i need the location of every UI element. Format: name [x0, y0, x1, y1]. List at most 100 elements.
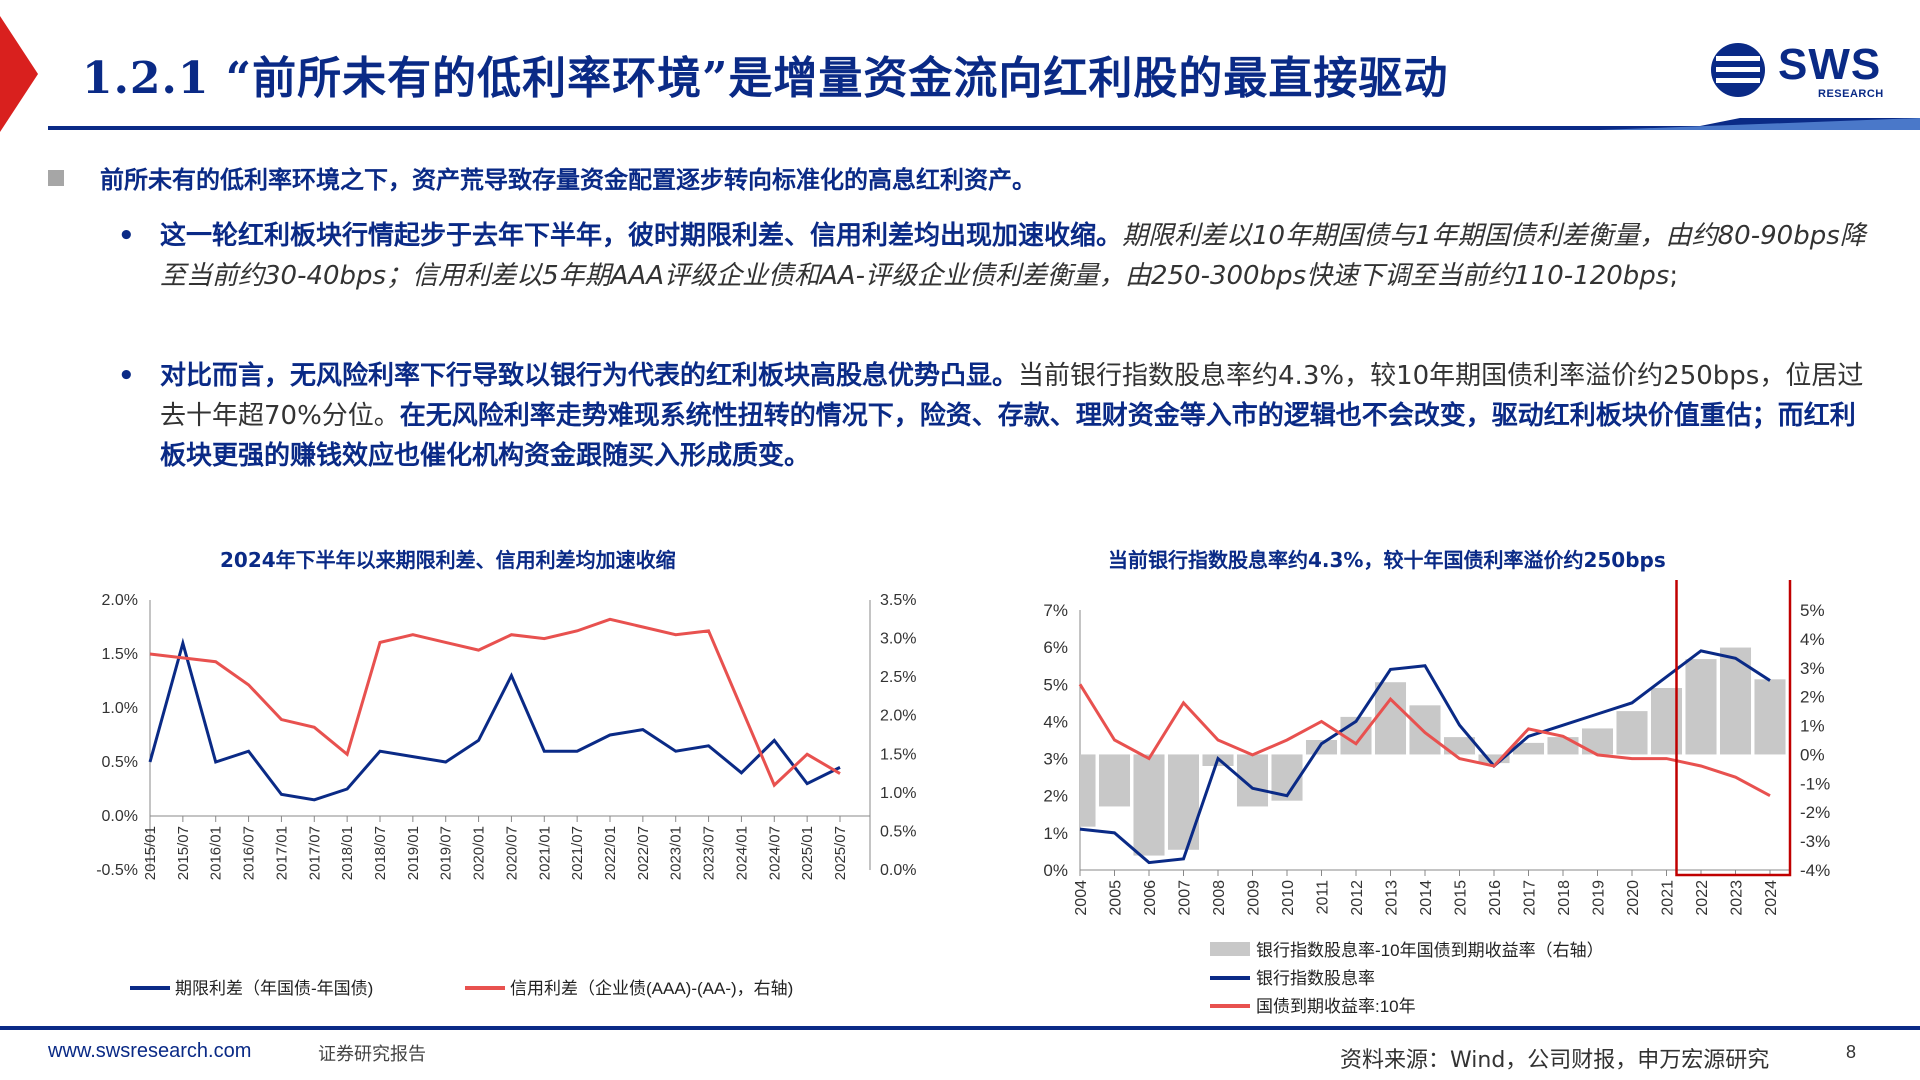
y-left-tick-label: 0% [1043, 861, 1068, 880]
x-tick-label: 2005 [1108, 880, 1125, 916]
chart1: 2.0% 1.5% 1.0% 0.5% 0.0% -0.5% 3.5% 3.0% 2.5% 2.0… [96, 592, 916, 998]
main-bullet-text: 前所未有的低利率环境之下，资产荒导致存量资金配置逐步转向标准化的高息红利资产。 [100, 166, 1036, 194]
x-tick-label: 2022/01 [602, 826, 619, 880]
page-title: 1.2.1 “前所未有的低利率环境”是增量资金流向红利股的最直接驱动 [82, 53, 1449, 104]
x-tick-label: 2010 [1280, 880, 1297, 916]
y-right-tick-label: 3% [1800, 659, 1825, 678]
footer-report-label: 证券研究报告 [318, 1044, 426, 1065]
sws-logo-icon [1711, 43, 1765, 97]
x-tick-label: 2018 [1556, 880, 1573, 916]
area-bar [1685, 659, 1717, 755]
x-tick-label: 2008 [1211, 880, 1228, 916]
x-tick-label: 2017/07 [306, 826, 323, 880]
x-tick-label: 2021/01 [536, 826, 553, 880]
x-tick-label: 2024/07 [766, 826, 783, 880]
area-bar [1305, 740, 1338, 755]
y-left-tick-label: 1.0% [102, 700, 138, 717]
y-left-tick-label: 1% [1043, 824, 1068, 843]
chart1-title: 2024年下半年以来期限利差、信用利差均加速收缩 [220, 548, 676, 572]
y-right-tick-label: -4% [1800, 861, 1830, 880]
area-bar [1547, 737, 1579, 755]
square-bullet-icon [48, 170, 64, 186]
footer-source: 资料来源：Wind，公司财报，申万宏源研究 [1340, 1048, 1770, 1073]
x-tick-label: 2018/07 [372, 826, 389, 880]
x-tick-label: 2023/01 [668, 826, 685, 880]
logo-text: SWS [1778, 40, 1882, 89]
area-bar [1167, 754, 1200, 850]
y-right-tick-label: 2% [1800, 688, 1825, 707]
y-right-tick-label: -1% [1800, 774, 1830, 793]
sub2-bold2: 在无风险利率走势难现系统性扭转的情况下，险资、存款、理财资金等入市的逻辑也不会改… [160, 401, 1856, 471]
sub-bullet-2: • 对比而言，无风险利率下行导致以银行为代表的红利板块高股息优势凸显。当前银行指… [118, 356, 1880, 476]
x-tick-label: 2020/01 [471, 826, 488, 880]
y-right-tick-label: 0% [1800, 745, 1825, 764]
y-left-tick-label: 0.5% [102, 754, 138, 771]
y-right-tick-label: 0.0% [880, 862, 916, 879]
x-tick-label: 2016 [1487, 880, 1504, 916]
y-left-tick-label: -0.5% [96, 862, 138, 879]
y-left-tick-label: 7% [1043, 601, 1068, 620]
sub2-bold1: 对比而言，无风险利率下行导致以银行为代表的红利板块高股息优势凸显。 [160, 361, 1019, 391]
legend-label-red: 国债到期收益率:10年 [1256, 997, 1416, 1016]
legend-label-1: 期限利差（年国债-年国债) [175, 979, 373, 998]
x-tick-label: 2012 [1349, 880, 1366, 916]
x-tick-label: 2022/07 [635, 826, 652, 880]
series-line-2 [149, 617, 841, 788]
legend-label-2: 信用利差（企业债(AAA)-(AA-)，右轴) [510, 979, 793, 998]
x-tick-label: 2019/01 [405, 826, 422, 880]
legend-label-area: 银行指数股息率-10年国债到期收益率（右轴） [1256, 941, 1604, 960]
chart2-title: 当前银行指数股息率约4.3%，较十年国债利率溢价约250bps [1108, 548, 1666, 572]
x-tick-label: 2015/01 [142, 826, 159, 880]
dot-bullet-icon: • [118, 361, 135, 391]
sub1-italic: 期限利差以10年期国债与1年期国债利差衡量，由约80-90bps降至当前约30-… [160, 221, 1866, 291]
x-tick-label: 2014 [1418, 880, 1435, 916]
dot-bullet-icon: • [118, 221, 135, 251]
sub-bullet-1: • 这一轮红利板块行情起步于去年下半年，彼时期限利差、信用利差均出现加速收缩。期… [118, 216, 1880, 296]
footer-url-link[interactable]: www.swsresearch.com [48, 1040, 252, 1062]
y-right-tick-label: -3% [1800, 832, 1830, 851]
y-left-tick-label: 3% [1043, 750, 1068, 769]
y-left-tick-label: 6% [1043, 638, 1068, 657]
sub1-bold: 这一轮红利板块行情起步于去年下半年，彼时期限利差、信用利差均出现加速收缩。 [160, 221, 1123, 251]
area-bar [1098, 754, 1131, 807]
header-decoration [0, 0, 1920, 140]
x-tick-label: 2020/07 [503, 826, 520, 880]
y-right-tick-label: 1% [1800, 717, 1825, 736]
x-tick-label: 2025/07 [832, 826, 849, 880]
x-tick-label: 2022 [1694, 880, 1711, 916]
y-right-tick-label: 0.5% [880, 823, 916, 840]
x-tick-label: 2019/07 [438, 826, 455, 880]
header: 1.2.1 “前所未有的低利率环境”是增量资金流向红利股的最直接驱动 SWS R… [0, 0, 1920, 140]
y-left-tick-label: 1.5% [102, 646, 138, 663]
y-right-tick-label: 2.5% [880, 669, 916, 686]
area-bar [1478, 754, 1510, 764]
x-tick-label: 2024/01 [733, 826, 750, 880]
x-tick-label: 2024 [1763, 880, 1780, 916]
x-tick-label: 2013 [1384, 880, 1401, 916]
x-tick-label: 2021 [1660, 880, 1677, 916]
area-bar [1512, 742, 1545, 755]
x-tick-label: 2025/01 [799, 826, 816, 880]
series-line-1 [1079, 649, 1771, 865]
x-tick-label: 2018/01 [339, 826, 356, 880]
legend-swatch-area [1210, 942, 1250, 956]
series-line-1 [148, 637, 841, 802]
x-tick-label: 2019 [1591, 880, 1608, 916]
y-right-tick-label: 4% [1800, 630, 1825, 649]
x-tick-label: 2007 [1177, 880, 1194, 916]
y-left-tick-label: 0.0% [102, 808, 138, 825]
logo-subtext: RESEARCH [1818, 88, 1884, 100]
x-tick-label: 2016/01 [208, 826, 225, 880]
area-bar [1409, 705, 1441, 755]
area-bar [1754, 679, 1786, 755]
x-tick-label: 2023/07 [701, 826, 718, 880]
x-tick-label: 2004 [1073, 880, 1090, 916]
x-tick-label: 2017/01 [273, 826, 290, 880]
y-right-tick-label: 2.0% [880, 708, 916, 725]
y-right-tick-label: -2% [1800, 803, 1830, 822]
x-tick-label: 2015 [1453, 880, 1470, 916]
area-bar [1133, 754, 1165, 856]
sub1-end: ; [1669, 261, 1679, 291]
highlight-box [1675, 580, 1792, 877]
y-right-tick-label: 5% [1800, 601, 1825, 620]
